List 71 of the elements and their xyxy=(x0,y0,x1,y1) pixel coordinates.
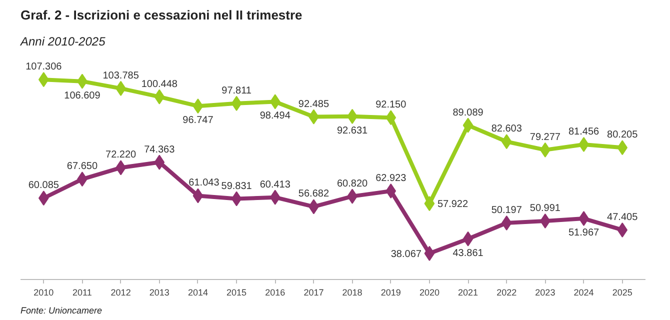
point xyxy=(424,246,435,261)
data-label: 92.631 xyxy=(336,125,368,136)
data-label: 51.967 xyxy=(568,228,600,239)
x-tick-label: 2019 xyxy=(380,288,401,298)
x-tick-label: 2025 xyxy=(612,288,632,298)
data-label: 61.043 xyxy=(188,178,220,189)
point xyxy=(462,118,474,133)
x-tick-label: 2010 xyxy=(34,288,54,298)
data-label: 57.922 xyxy=(437,199,468,210)
point xyxy=(617,140,628,156)
data-label: 72.220 xyxy=(106,150,137,161)
point xyxy=(154,89,165,104)
data-label: 89.089 xyxy=(452,107,484,118)
x-tick-label: 2016 xyxy=(265,288,286,298)
x-tick-label: 2021 xyxy=(458,288,478,298)
point xyxy=(270,94,280,110)
data-label: 43.861 xyxy=(452,248,484,259)
data-label: 50.197 xyxy=(491,204,522,216)
data-label: 92.150 xyxy=(376,100,407,111)
data-label: 38.067 xyxy=(390,248,422,260)
point xyxy=(38,72,49,88)
x-tick-label: 2020 xyxy=(419,288,440,298)
point xyxy=(231,96,242,111)
data-label: 80.205 xyxy=(607,130,638,141)
x-tick-label: 2018 xyxy=(342,288,362,298)
data-label: 100.448 xyxy=(141,78,178,90)
point xyxy=(617,222,628,238)
data-label: 60.413 xyxy=(260,179,291,190)
point xyxy=(154,154,165,170)
data-label: 47.405 xyxy=(607,212,638,223)
point xyxy=(462,231,474,246)
point xyxy=(386,110,396,126)
point xyxy=(38,190,49,206)
data-label: 82.603 xyxy=(491,124,522,135)
data-label: 67.650 xyxy=(66,161,98,172)
point xyxy=(270,190,280,205)
point xyxy=(424,196,435,212)
x-tick-label: 2015 xyxy=(226,288,247,298)
data-label: 97.811 xyxy=(222,85,252,96)
chart-title: Graf. 2 - Iscrizioni e cessazioni nel II trimestre xyxy=(20,8,302,22)
data-label: 59.831 xyxy=(221,180,252,192)
data-label: 79.277 xyxy=(530,132,561,143)
point xyxy=(192,98,204,114)
x-tick-label: 2012 xyxy=(110,288,131,298)
point xyxy=(231,191,242,206)
point xyxy=(501,215,512,230)
data-label: 60.085 xyxy=(28,180,60,192)
x-tick-label: 2023 xyxy=(535,288,556,298)
x-tick-label: 2011 xyxy=(72,288,92,298)
data-label: 96.747 xyxy=(182,115,214,126)
data-label: 107.306 xyxy=(26,62,62,73)
x-tick-label: 2024 xyxy=(574,288,594,298)
data-label: 106.609 xyxy=(64,90,101,102)
data-label: 92.485 xyxy=(298,98,330,110)
data-label: 50.991 xyxy=(530,202,561,214)
x-tick-label: 2022 xyxy=(496,288,517,298)
data-label: 98.494 xyxy=(260,110,291,122)
data-label: 60.820 xyxy=(336,178,368,190)
x-tick-label: 2017 xyxy=(304,288,324,298)
x-tick-label: 2013 xyxy=(149,288,170,298)
data-label: 62.923 xyxy=(376,173,407,184)
data-label: 56.682 xyxy=(298,188,330,200)
point xyxy=(192,188,204,204)
point xyxy=(501,134,512,150)
source-note: Fonte: Unioncamere xyxy=(20,306,102,316)
point xyxy=(386,184,396,199)
data-label: 81.456 xyxy=(568,126,600,138)
x-tick-label: 2014 xyxy=(188,288,208,298)
data-label: 74.363 xyxy=(144,144,176,156)
data-label: 103.785 xyxy=(102,70,140,82)
chart-subtitle: Anni 2010-2025 xyxy=(20,34,106,48)
